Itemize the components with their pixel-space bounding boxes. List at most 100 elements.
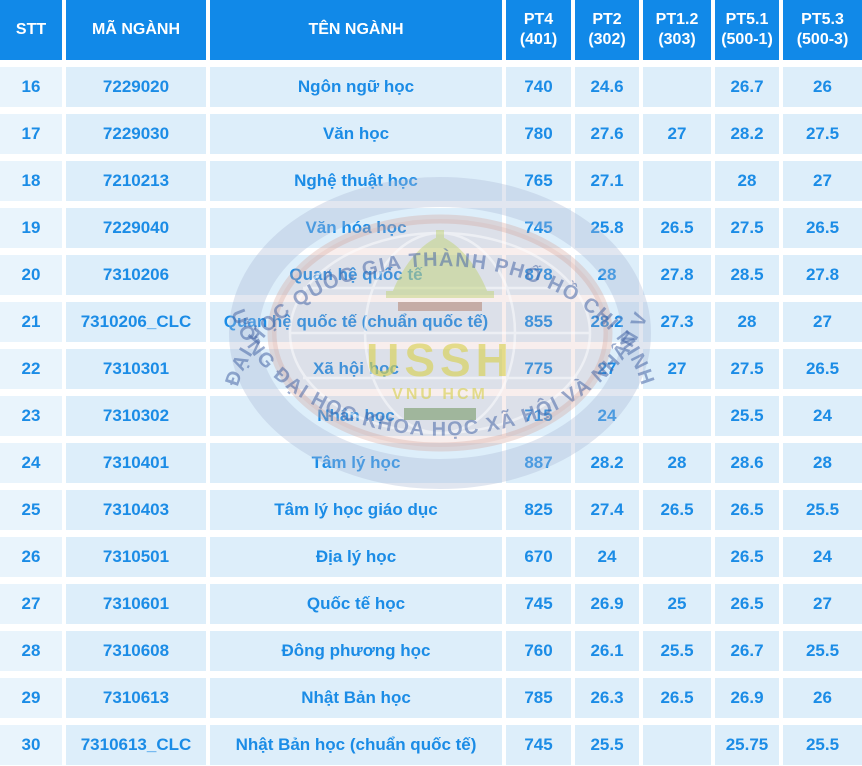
cell-pt1-2: 27 bbox=[643, 349, 711, 389]
cell-pt4: 887 bbox=[506, 443, 571, 483]
cell-stt: 16 bbox=[0, 67, 62, 107]
header-pt5-1: PT5.1 (500-1) bbox=[715, 0, 779, 60]
cell-pt1-2: 28 bbox=[643, 443, 711, 483]
cell-pt1-2: 27.3 bbox=[643, 302, 711, 342]
cell-ma: 7310613 bbox=[66, 678, 206, 718]
header-stt: STT bbox=[0, 0, 62, 60]
cell-ma: 7310302 bbox=[66, 396, 206, 436]
cell-pt5-1: 28 bbox=[715, 302, 779, 342]
cell-pt4: 878 bbox=[506, 255, 571, 295]
header-ten: TÊN NGÀNH bbox=[210, 0, 502, 60]
cell-ma: 7229040 bbox=[66, 208, 206, 248]
header-pt1-2: PT1.2 (303) bbox=[643, 0, 711, 60]
cell-pt4: 740 bbox=[506, 67, 571, 107]
cell-ma: 7310601 bbox=[66, 584, 206, 624]
cell-pt1-2: 26.5 bbox=[643, 490, 711, 530]
cell-pt5-1: 26.5 bbox=[715, 584, 779, 624]
cell-pt1-2: 25 bbox=[643, 584, 711, 624]
cell-pt5-1: 26.5 bbox=[715, 537, 779, 577]
header-label: PT5.1 bbox=[725, 11, 769, 28]
cell-ma: 7310403 bbox=[66, 490, 206, 530]
cell-stt: 23 bbox=[0, 396, 62, 436]
cell-pt2: 27.4 bbox=[575, 490, 639, 530]
cell-pt5-1: 26.5 bbox=[715, 490, 779, 530]
cell-stt: 18 bbox=[0, 161, 62, 201]
cell-ten: Nhật Bản học bbox=[210, 678, 502, 718]
header-label: MÃ NGÀNH bbox=[92, 21, 180, 38]
cell-pt5-1: 25.75 bbox=[715, 725, 779, 765]
cell-ten: Tâm lý học giáo dục bbox=[210, 490, 502, 530]
cell-pt1-2: 26.5 bbox=[643, 678, 711, 718]
cell-ma: 7310501 bbox=[66, 537, 206, 577]
cell-ten: Địa lý học bbox=[210, 537, 502, 577]
cell-pt2: 27.1 bbox=[575, 161, 639, 201]
cell-pt2: 24 bbox=[575, 537, 639, 577]
cell-pt2: 27 bbox=[575, 349, 639, 389]
cell-ten: Quan hệ quốc tế (chuẩn quốc tế) bbox=[210, 302, 502, 342]
cell-ten: Quan hệ quốc tế bbox=[210, 255, 502, 295]
cell-pt4: 760 bbox=[506, 631, 571, 671]
cell-pt5-3: 24 bbox=[783, 537, 862, 577]
cell-pt5-3: 26.5 bbox=[783, 208, 862, 248]
cell-pt5-3: 27 bbox=[783, 161, 862, 201]
cell-ten: Nghệ thuật học bbox=[210, 161, 502, 201]
cell-pt5-3: 25.5 bbox=[783, 725, 862, 765]
cell-ten: Xã hội học bbox=[210, 349, 502, 389]
cell-pt5-3: 26.5 bbox=[783, 349, 862, 389]
cell-ma: 7229030 bbox=[66, 114, 206, 154]
header-pt4: PT4 (401) bbox=[506, 0, 571, 60]
header-sublabel: (303) bbox=[658, 31, 696, 48]
cell-pt1-2: 27.8 bbox=[643, 255, 711, 295]
cell-stt: 20 bbox=[0, 255, 62, 295]
cell-pt5-1: 26.7 bbox=[715, 67, 779, 107]
cell-stt: 19 bbox=[0, 208, 62, 248]
cell-ma: 7310401 bbox=[66, 443, 206, 483]
cell-ten: Tâm lý học bbox=[210, 443, 502, 483]
cell-ten: Văn hóa học bbox=[210, 208, 502, 248]
cell-stt: 25 bbox=[0, 490, 62, 530]
cell-ten: Nhân học bbox=[210, 396, 502, 436]
cell-ten: Văn học bbox=[210, 114, 502, 154]
cell-ma: 7310608 bbox=[66, 631, 206, 671]
cell-pt2: 28.2 bbox=[575, 443, 639, 483]
cell-pt2: 27.6 bbox=[575, 114, 639, 154]
cell-pt1-2 bbox=[643, 67, 711, 107]
cell-pt4: 745 bbox=[506, 208, 571, 248]
cell-pt4: 775 bbox=[506, 349, 571, 389]
cell-stt: 22 bbox=[0, 349, 62, 389]
cell-pt5-3: 26 bbox=[783, 67, 862, 107]
cell-pt5-1: 28.6 bbox=[715, 443, 779, 483]
cell-stt: 28 bbox=[0, 631, 62, 671]
header-label: PT1.2 bbox=[655, 11, 699, 28]
cell-pt4: 670 bbox=[506, 537, 571, 577]
cell-pt4: 855 bbox=[506, 302, 571, 342]
cell-pt5-3: 26 bbox=[783, 678, 862, 718]
cell-stt: 24 bbox=[0, 443, 62, 483]
cell-pt1-2: 27 bbox=[643, 114, 711, 154]
cell-pt4: 785 bbox=[506, 678, 571, 718]
header-label: PT4 bbox=[523, 11, 554, 28]
cell-pt4: 765 bbox=[506, 161, 571, 201]
cell-pt5-3: 28 bbox=[783, 443, 862, 483]
cell-pt1-2 bbox=[643, 161, 711, 201]
header-sublabel: (401) bbox=[519, 31, 558, 48]
cell-pt1-2 bbox=[643, 725, 711, 765]
cell-pt5-3: 27 bbox=[783, 302, 862, 342]
header-ma: MÃ NGÀNH bbox=[66, 0, 206, 60]
header-sublabel: (302) bbox=[588, 31, 626, 48]
cell-pt2: 25.8 bbox=[575, 208, 639, 248]
cell-pt5-1: 26.9 bbox=[715, 678, 779, 718]
cell-pt2: 24 bbox=[575, 396, 639, 436]
cell-stt: 17 bbox=[0, 114, 62, 154]
cell-pt4: 715 bbox=[506, 396, 571, 436]
header-sublabel: (500-1) bbox=[721, 31, 773, 48]
cell-pt2: 26.3 bbox=[575, 678, 639, 718]
cell-pt5-1: 28 bbox=[715, 161, 779, 201]
cell-ten: Nhật Bản học (chuẩn quốc tế) bbox=[210, 725, 502, 765]
cell-pt5-1: 26.7 bbox=[715, 631, 779, 671]
cell-pt5-3: 27 bbox=[783, 584, 862, 624]
cell-pt4: 780 bbox=[506, 114, 571, 154]
cell-pt1-2 bbox=[643, 537, 711, 577]
cell-ma: 7210213 bbox=[66, 161, 206, 201]
